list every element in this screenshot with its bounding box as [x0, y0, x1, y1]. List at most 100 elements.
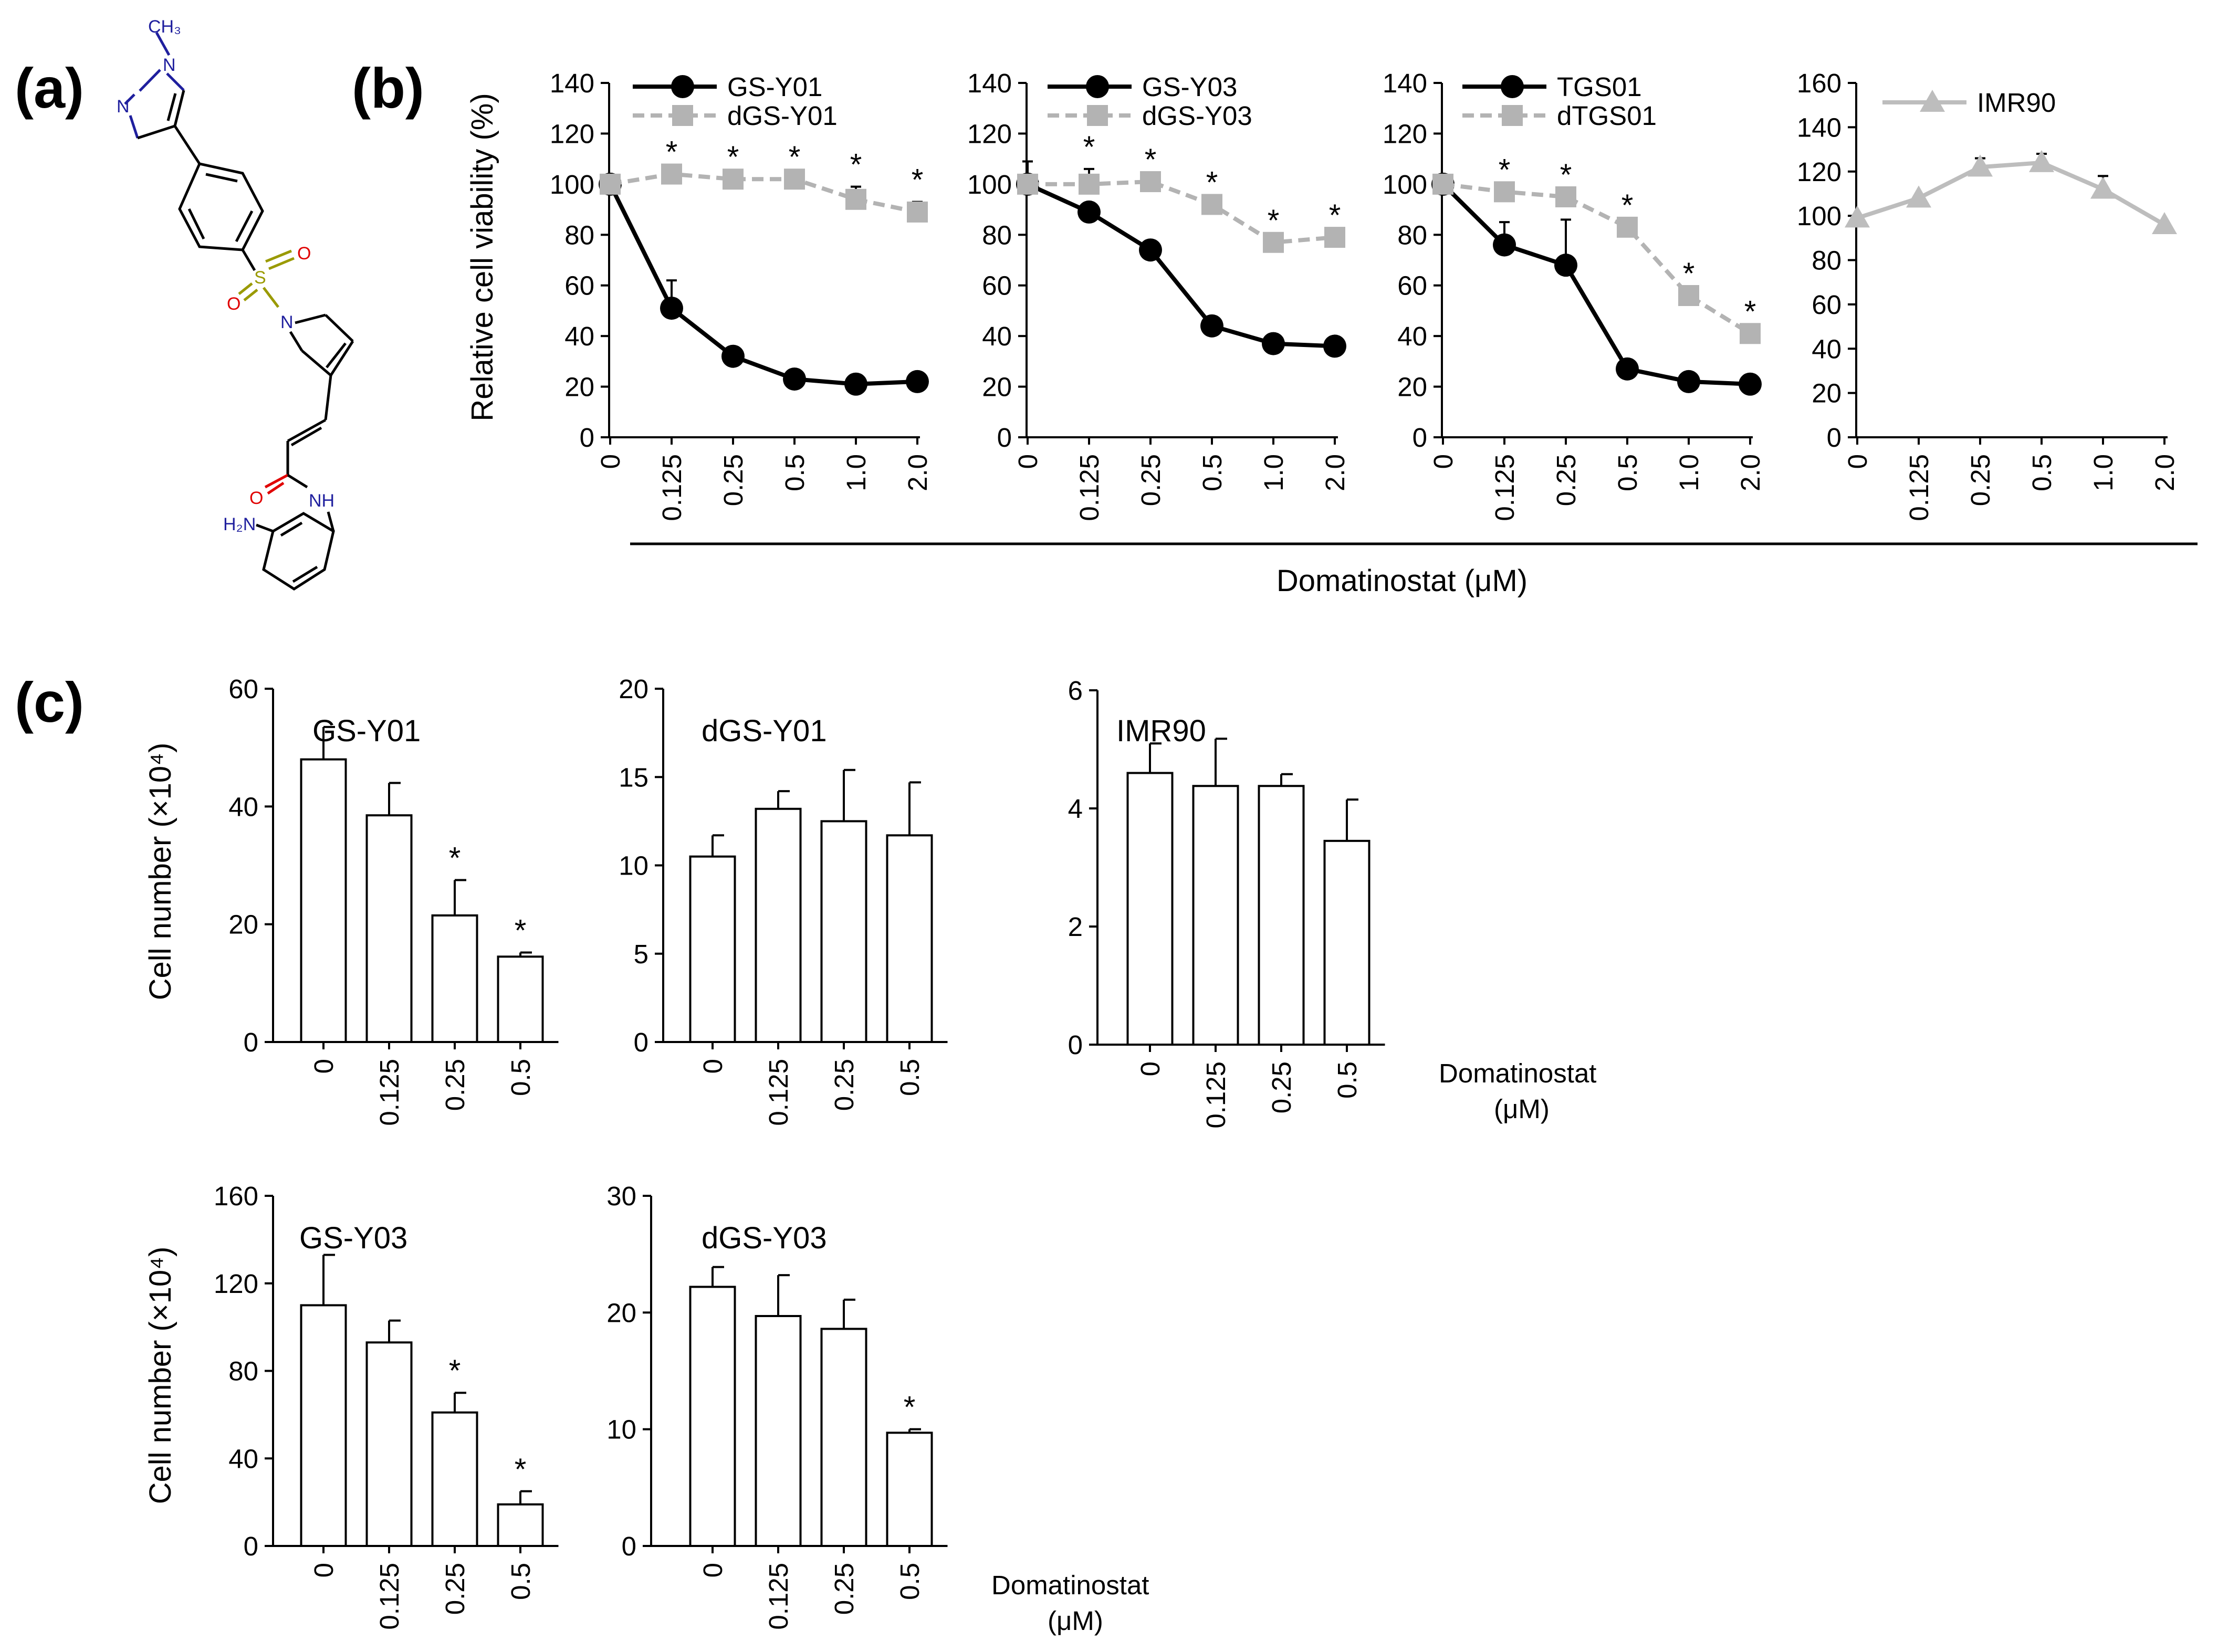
- data-point: [845, 188, 866, 210]
- data-point: [1077, 200, 1101, 224]
- legend-label: IMR90: [1977, 88, 2056, 118]
- x-tick-label: 0.5: [506, 1563, 536, 1600]
- y-tick-label: 30: [606, 1181, 636, 1211]
- bond: [139, 69, 161, 92]
- x-tick-label: 0: [595, 454, 625, 469]
- bond: [329, 340, 354, 376]
- y-tick-label: 80: [1812, 246, 1842, 276]
- data-point: [723, 169, 744, 190]
- series-line: [1442, 182, 1752, 335]
- bar: [689, 1286, 736, 1547]
- x-tick-label: 0: [1135, 1061, 1165, 1076]
- y-tick-label: 20: [1397, 372, 1427, 402]
- data-point: [1845, 205, 1870, 228]
- significance-star: *: [1744, 294, 1756, 329]
- y-tick-label: 140: [967, 68, 1012, 98]
- y-tick-label: 10: [619, 851, 648, 881]
- significance-star: *: [515, 914, 527, 948]
- y-tick-label: 100: [1383, 170, 1427, 199]
- y-tick-label: 20: [619, 674, 648, 704]
- significance-star: *: [1560, 158, 1572, 192]
- y-tick-label: 5: [634, 939, 648, 969]
- data-point: [1678, 285, 1699, 306]
- x-tick-label: 0.25: [1136, 454, 1166, 506]
- data-point: [1502, 105, 1523, 126]
- bond: [267, 481, 285, 495]
- y-tick-label: 80: [564, 220, 594, 250]
- legend-label: dGS-Y03: [1142, 101, 1252, 131]
- significance-star: *: [912, 163, 924, 197]
- data-point: [2029, 150, 2054, 172]
- c-x-unit-bottom-2: (μM): [1048, 1606, 1103, 1636]
- y-tick-label: 100: [967, 170, 1012, 199]
- series-line: [610, 172, 918, 214]
- significance-star: *: [515, 1453, 527, 1487]
- line-chart-b1: 0 20 40 60 80 100 120 140 0 0.125 0.25 0.5 1.0 2.0 GS-…: [550, 68, 933, 521]
- bond: [129, 115, 139, 139]
- y-tick-label: 60: [1397, 271, 1427, 301]
- y-tick-label: 140: [1797, 112, 1842, 142]
- y-tick-label: 60: [982, 271, 1012, 301]
- data-point: [1139, 238, 1162, 262]
- data-point: [1968, 154, 1993, 177]
- x-tick-label: 0.25: [440, 1059, 470, 1111]
- bond: [327, 511, 335, 532]
- bar: [1192, 785, 1239, 1046]
- c-y-axis-title-top: Cell number (×10⁴): [143, 743, 177, 1001]
- bar: [300, 1304, 347, 1547]
- x-tick-label: 0.25: [829, 1563, 859, 1615]
- line-chart-b3: 0 20 40 60 80 100 120 140 0 0.125 0.25 0.5 1.0 2.0 TGS…: [1383, 68, 1765, 521]
- x-tick-label: 1.0: [841, 454, 871, 491]
- b-y-axis-title: Relative cell viability (%): [465, 93, 499, 421]
- bond: [289, 331, 304, 352]
- x-tick-label: 0.25: [1965, 454, 1995, 506]
- atom-n1: N: [163, 55, 176, 75]
- x-tick-label: 0.5: [1613, 454, 1642, 491]
- y-tick-label: 6: [1068, 676, 1083, 706]
- significance-star: *: [1083, 130, 1095, 164]
- series-GS-Y01: GS-Y01: [599, 72, 929, 396]
- series-IMR90: IMR90: [1845, 88, 2177, 234]
- data-point: [906, 370, 929, 393]
- data-point: [1920, 90, 1945, 112]
- domatinostat-structure: CH₃ N N S O O N O NH H₂N: [117, 17, 354, 591]
- y-tick-label: 80: [228, 1356, 258, 1386]
- y-tick-label: 160: [214, 1181, 258, 1211]
- y-tick-label: 0: [1413, 423, 1427, 453]
- bond: [173, 90, 185, 127]
- bar: [755, 1315, 802, 1548]
- data-point: [1554, 254, 1577, 277]
- data-point: [1079, 173, 1100, 195]
- panel-label-b: (b): [352, 56, 424, 120]
- y-tick-label: 20: [982, 372, 1012, 402]
- bar: [886, 1432, 933, 1547]
- x-tick-label: 0: [309, 1059, 339, 1074]
- legend-label: TGS01: [1557, 72, 1642, 102]
- bar-chart-c1: 0 20 40 60 0 0.125 0.25 0.5 GS-Y01 * *: [228, 674, 559, 1126]
- y-tick-label: 0: [244, 1531, 258, 1561]
- bar: [497, 1503, 544, 1547]
- legend-label: dTGS01: [1557, 101, 1657, 131]
- x-tick-label: 0.25: [1267, 1061, 1296, 1113]
- data-point: [1086, 75, 1109, 98]
- x-tick-label: 1.0: [2088, 454, 2118, 491]
- y-tick-label: 120: [1797, 157, 1842, 187]
- y-tick-label: 120: [967, 119, 1012, 149]
- significance-star: *: [1499, 153, 1511, 187]
- y-tick-label: 20: [1812, 378, 1842, 408]
- chart-title: dGS-Y01: [702, 714, 827, 748]
- significance-star: *: [1145, 143, 1157, 177]
- bar: [365, 814, 413, 1043]
- x-tick-label: 0.125: [374, 1563, 404, 1630]
- data-point: [784, 169, 805, 190]
- bond: [205, 173, 238, 183]
- x-tick-label: 0.25: [1551, 454, 1581, 506]
- data-point: [1140, 171, 1161, 193]
- x-tick-label: 0.125: [657, 454, 687, 521]
- data-point: [1906, 185, 1931, 208]
- y-tick-label: 120: [214, 1269, 258, 1299]
- bond: [166, 72, 185, 91]
- y-tick-label: 40: [228, 1444, 258, 1474]
- x-tick-label: 1.0: [1674, 454, 1704, 491]
- x-tick-label: 0: [1843, 454, 1872, 469]
